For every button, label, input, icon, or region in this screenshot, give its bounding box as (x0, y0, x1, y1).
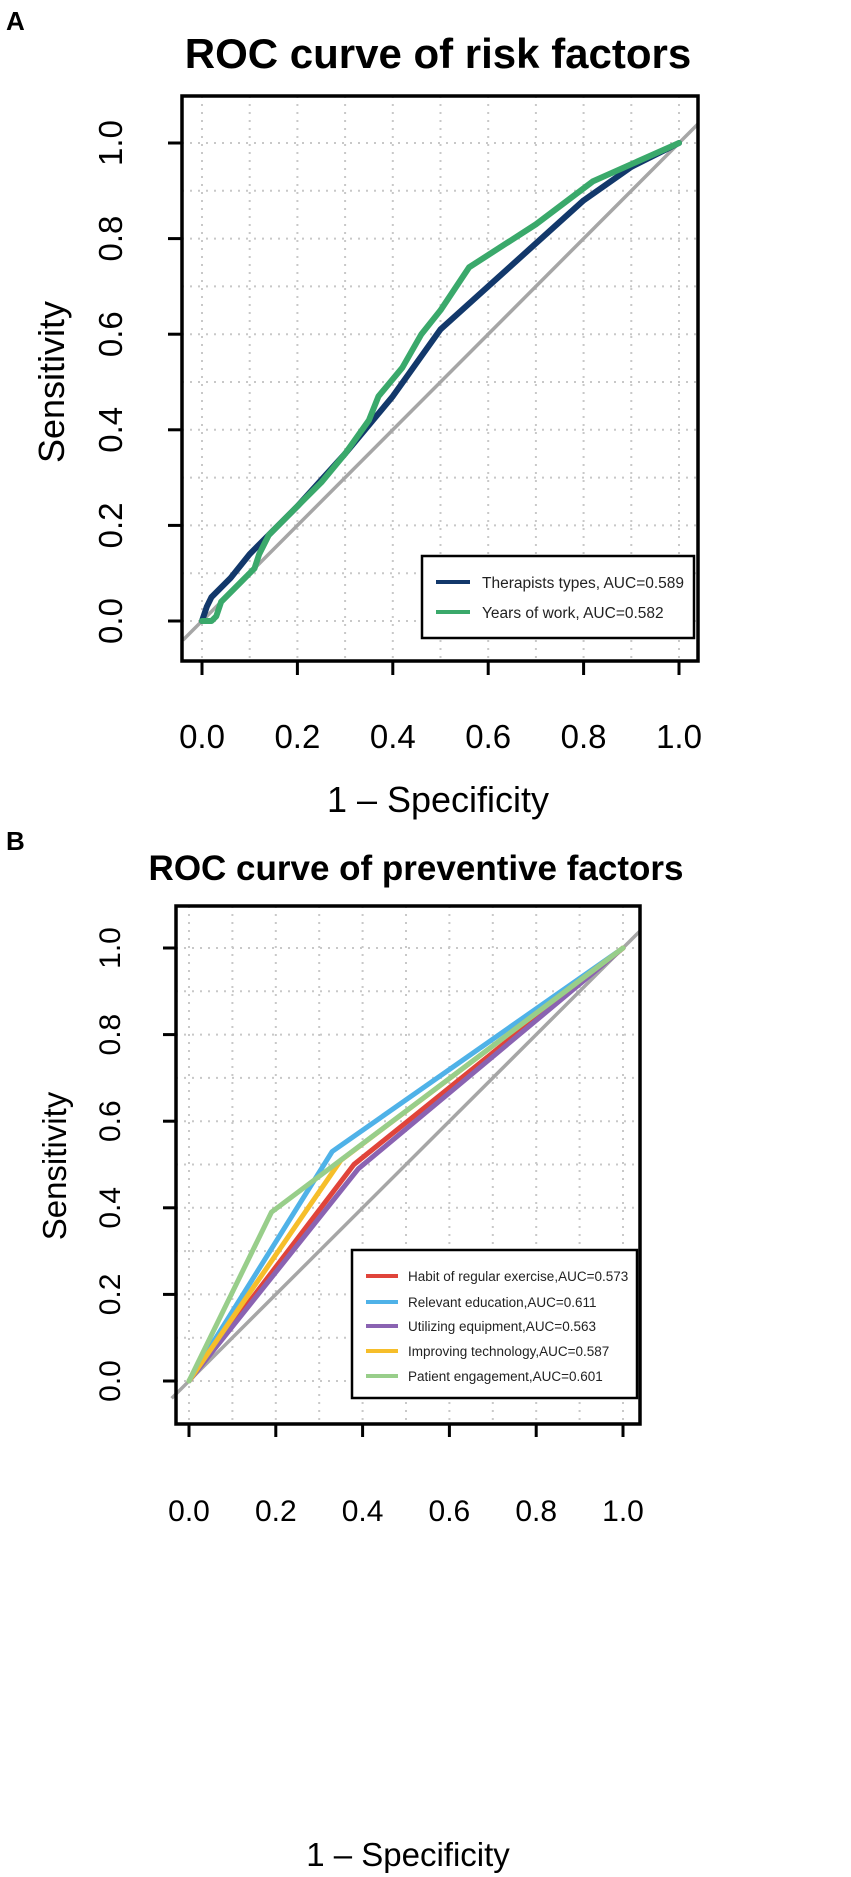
panel-b-y-tick-label-0: 0.0 (94, 1360, 127, 1402)
panel-b-title: ROC curve of preventive factors (149, 849, 684, 888)
panel-b-x-tick-label-2: 0.4 (342, 1495, 384, 1528)
panel-b-roc-line-patient-engagement (186, 945, 626, 1384)
panel-b-x-tick-label-0: 0.0 (168, 1495, 210, 1528)
panel-a-risk-factors: A ROC curve of risk factors 0.0 0.2 0.4 0.6… (6, 6, 702, 820)
panel-b-x-tick-label-3: 0.6 (429, 1495, 471, 1528)
panel-a-x-axis-label: 1 – Specificity (327, 779, 549, 820)
panel-b-legend-label-patient-engagement: Patient engagement,AUC=0.601 (408, 1369, 603, 1384)
panel-b-y-tick-label-3: 0.6 (94, 1100, 127, 1142)
panel-a-x-tick-label-4: 0.8 (561, 718, 607, 755)
panel-a-legend-label-years-of-work: Years of work, AUC=0.582 (482, 605, 664, 622)
panel-a-plot-frame (180, 94, 700, 663)
panel-a-y-tick-label-1: 0.2 (92, 502, 129, 548)
panel-b-x-tick-label-4: 0.8 (515, 1495, 557, 1528)
panel-b-y-tick-label-1: 0.2 (94, 1274, 127, 1316)
panel-b-y-tick-label-4: 0.8 (94, 1014, 127, 1056)
panel-a-x-tick-label-1: 0.2 (274, 718, 320, 755)
panel-b-y-tick-label-2: 0.4 (94, 1187, 127, 1229)
panel-b-legend-label-utilizing-equipment: Utilizing equipment,AUC=0.563 (408, 1319, 596, 1334)
panel-b-legend-label-regular-exercise: Habit of regular exercise,AUC=0.573 (408, 1269, 628, 1284)
panel-a-legend: Therapists types, AUC=0.589 Years of wor… (420, 554, 696, 640)
panel-a-legend-box (420, 554, 696, 640)
panel-a-letter: A (6, 6, 25, 36)
panel-b-y-axis-label: Sensitivity (36, 1091, 73, 1240)
panel-a-x-tick-label-5: 1.0 (656, 718, 702, 755)
panel-b-plot-frame (174, 904, 642, 1426)
panel-a-y-tick-label-0: 0.0 (92, 598, 129, 644)
panel-a-x-tick-label-3: 0.6 (465, 718, 511, 755)
panel-a-title: ROC curve of risk factors (185, 30, 692, 77)
panel-a-x-tick-label-2: 0.4 (370, 718, 416, 755)
panel-a-y-tick-label-2: 0.4 (92, 407, 129, 453)
panel-b-letter: B (6, 826, 25, 856)
panel-b-x-tick-label-5: 1.0 (602, 1495, 644, 1528)
panel-b-legend-label-improving-technology: Improving technology,AUC=0.587 (408, 1344, 609, 1359)
panel-b-legend: Habit of regular exercise,AUC=0.573 Rele… (350, 1248, 639, 1400)
panel-a-y-tick-label-5: 1.0 (92, 120, 129, 166)
panel-a-legend-label-therapists-types: Therapists types, AUC=0.589 (482, 575, 684, 592)
panel-b-x-tick-label-1: 0.2 (255, 1495, 297, 1528)
panel-a-y-tick-label-4: 0.8 (92, 216, 129, 262)
panel-a-y-tick-label-3: 0.6 (92, 311, 129, 357)
panel-b-preventive-factors: B ROC curve of preventive factors 0.0 0.2… (6, 826, 683, 1873)
panel-b-legend-label-relevant-education: Relevant education,AUC=0.611 (408, 1295, 597, 1310)
panel-b-roc-line-utilizing-equipment (186, 945, 626, 1384)
panel-a-reference-diagonal (181, 122, 700, 642)
panel-a-y-axis-label: Sensitivity (31, 301, 72, 463)
panel-b-reference-diagonal (170, 929, 642, 1400)
panel-b-y-tick-label-5: 1.0 (94, 927, 127, 969)
panel-b-roc-line-relevant-education (186, 945, 626, 1384)
panel-a-roc-line-years-of-work (199, 140, 682, 624)
panel-b-x-axis-label: 1 – Specificity (306, 1836, 510, 1873)
panel-a-x-tick-label-0: 0.0 (179, 718, 225, 755)
panel-b-legend-box (350, 1248, 639, 1400)
